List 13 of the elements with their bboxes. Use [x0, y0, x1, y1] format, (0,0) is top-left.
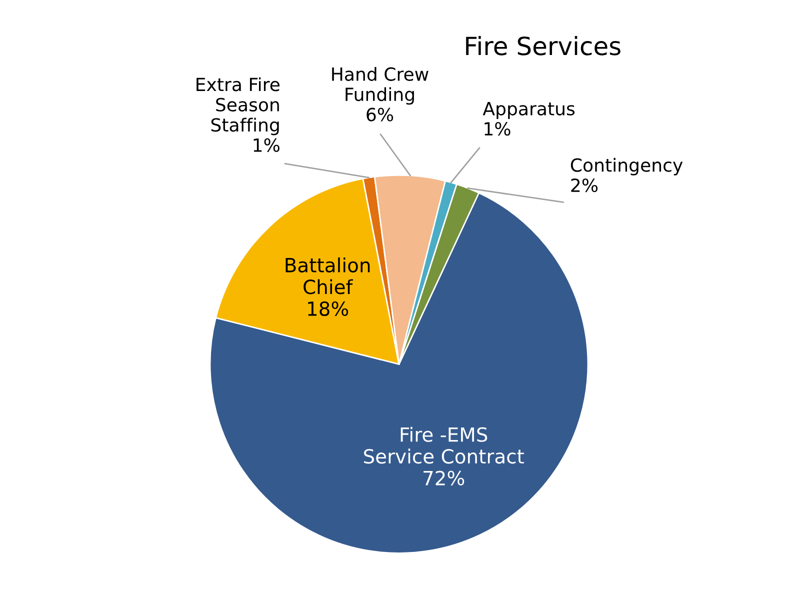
data-label: 18% [308, 301, 348, 316]
slice-label: Contingency [570, 158, 683, 176]
data-label: 1% [254, 138, 280, 152]
slice-label: Hand Crew Funding [332, 66, 428, 105]
slice-label: Apparatus [482, 102, 575, 119]
data-label: 1% [484, 122, 510, 136]
slice-label: Fire -EMS Service Contract [364, 426, 524, 464]
data-label: 2% [571, 178, 598, 192]
slice-label: Battalion Chief [286, 257, 370, 294]
data-label: 72% [424, 470, 464, 486]
chart-title: Fire Services [466, 36, 620, 56]
slice-label: Extra Fire Season Staffing [196, 77, 280, 136]
data-label: 6% [366, 108, 394, 122]
